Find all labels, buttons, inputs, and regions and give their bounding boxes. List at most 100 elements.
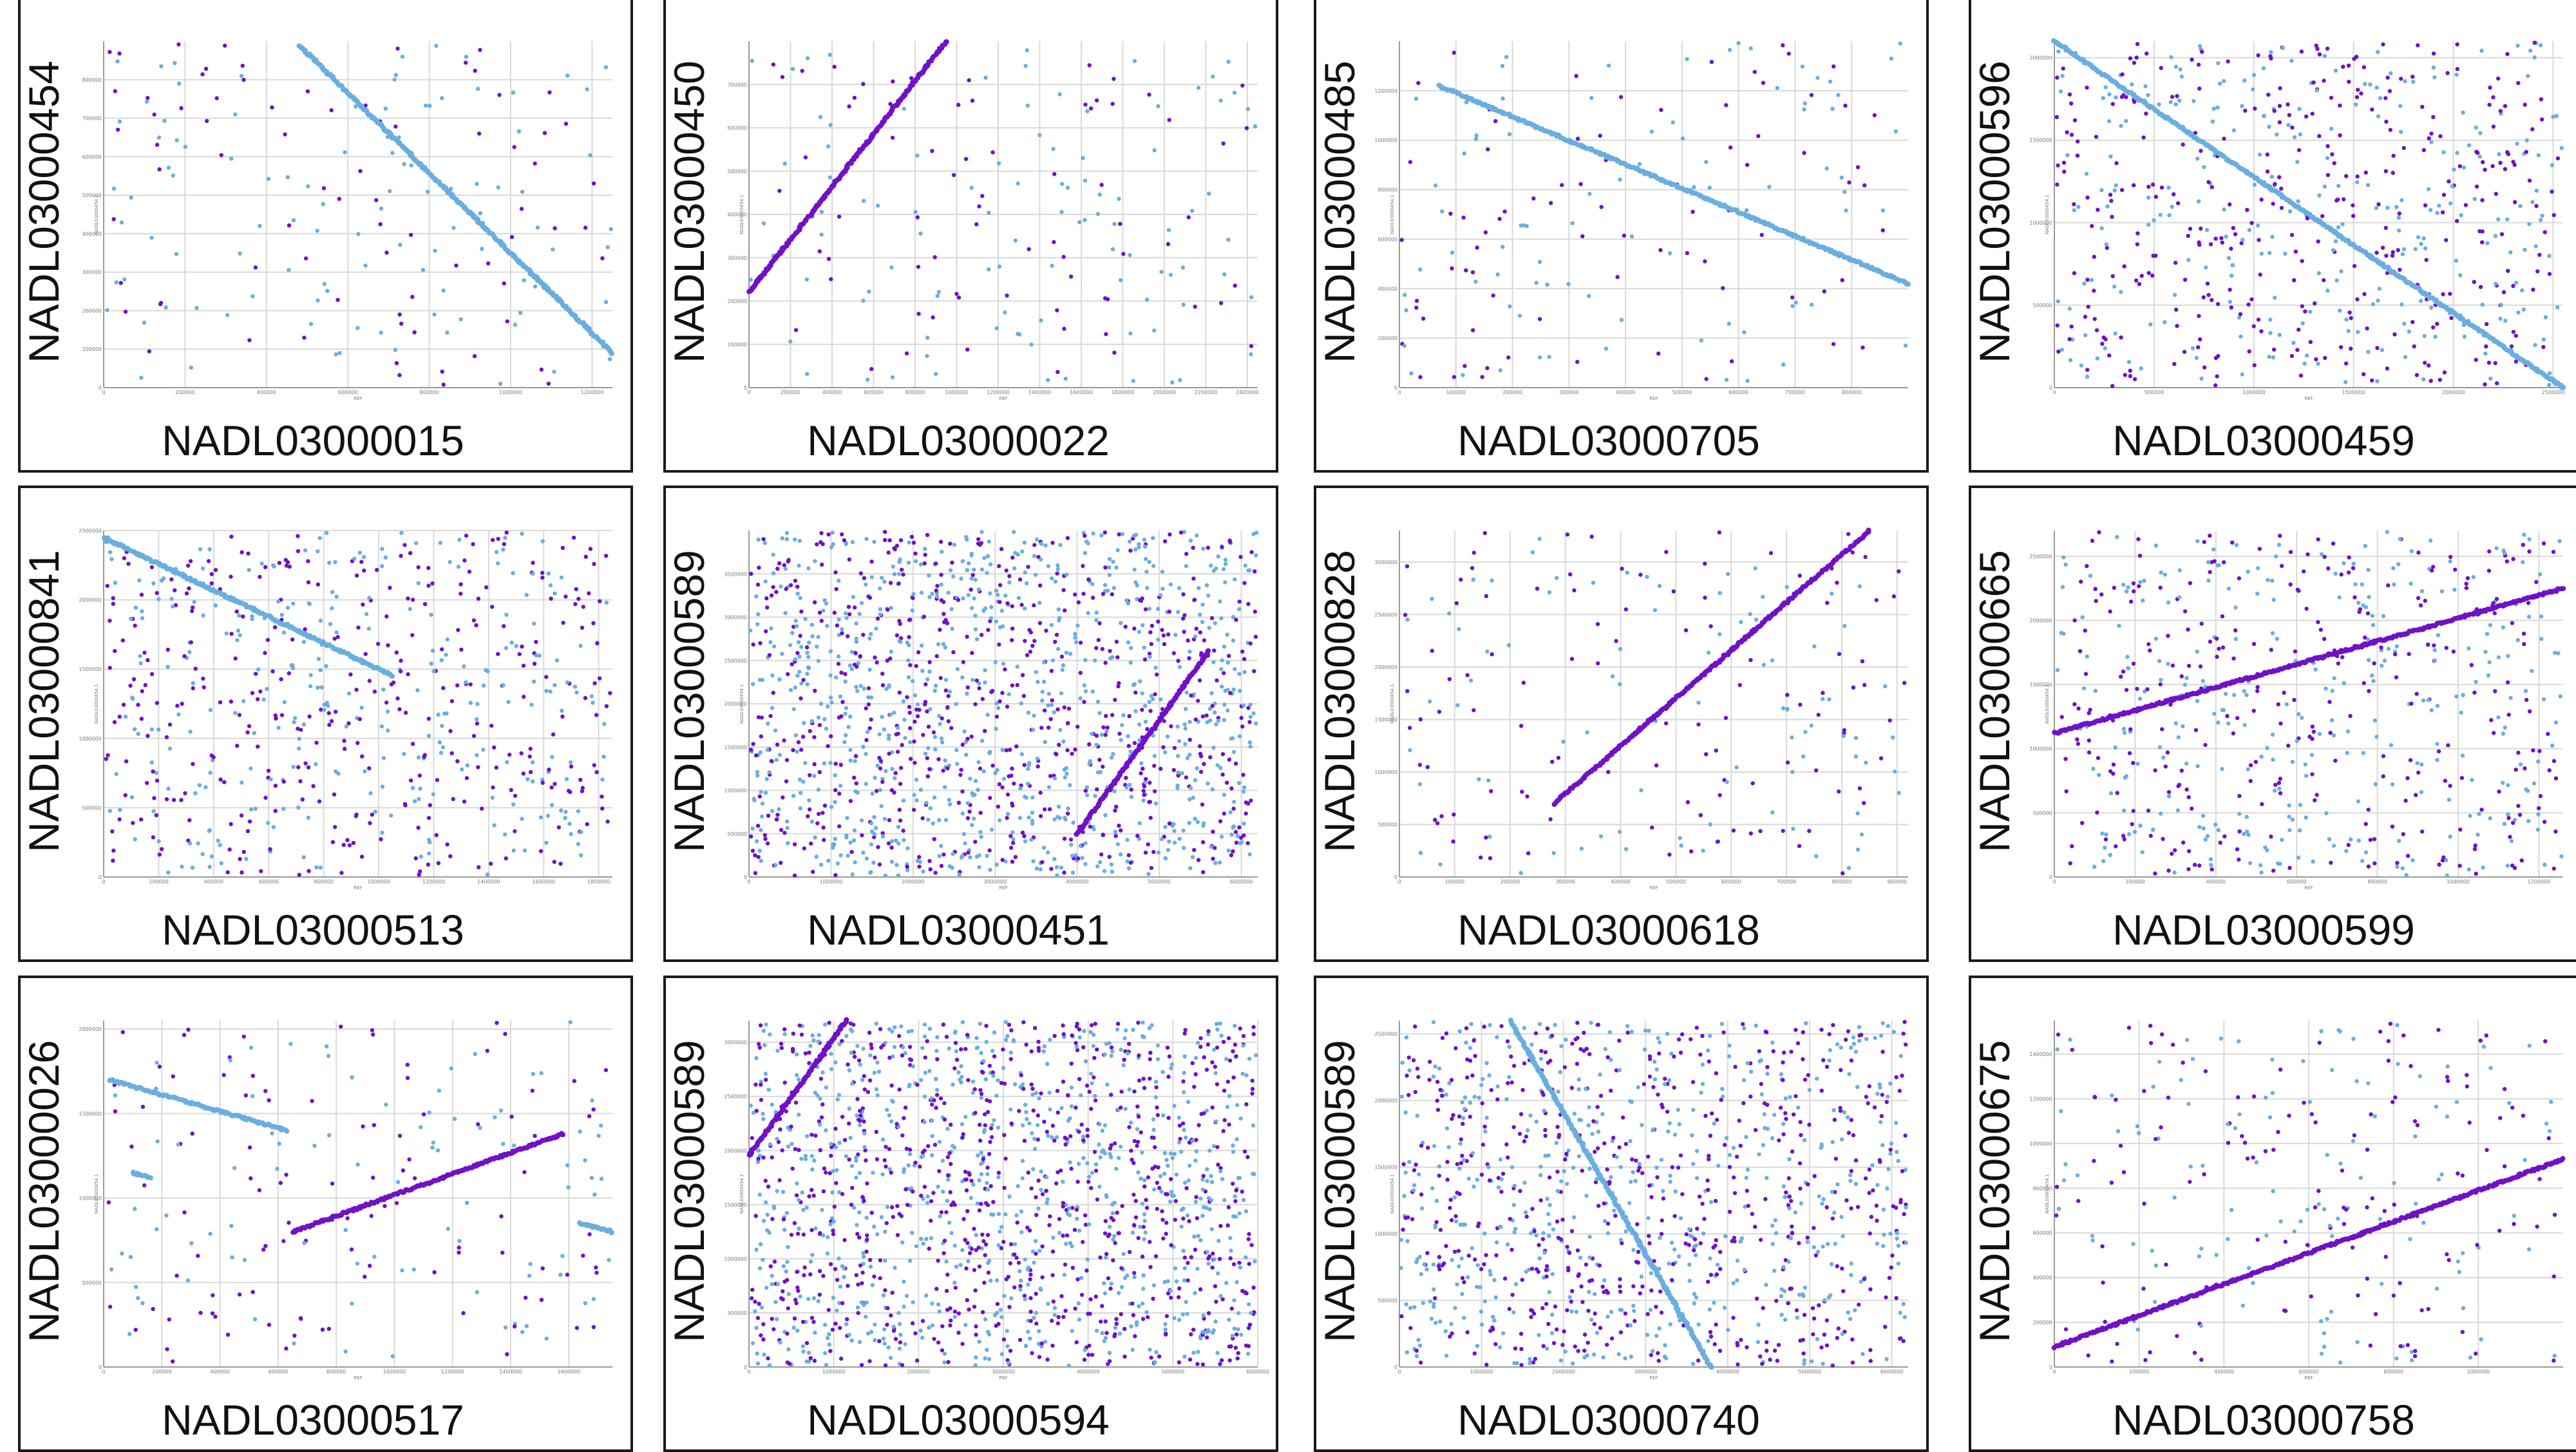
x-tick-label: 1600000 <box>1070 390 1093 395</box>
match-point <box>964 753 968 757</box>
match-point <box>2431 325 2435 329</box>
match-point <box>983 668 987 672</box>
match-point <box>2085 86 2088 90</box>
match-point <box>202 685 205 689</box>
match-point <box>159 64 163 68</box>
match-point <box>1139 761 1143 765</box>
match-point <box>902 699 905 703</box>
match-point <box>1201 870 1205 874</box>
match-point <box>1607 64 1611 68</box>
match-point <box>927 574 931 578</box>
match-point <box>431 792 435 796</box>
match-point <box>2299 373 2303 377</box>
match-point <box>1531 196 1535 200</box>
match-point <box>406 672 410 676</box>
match-point <box>838 695 842 699</box>
match-point <box>940 737 943 740</box>
match-point <box>418 773 422 777</box>
match-point <box>2252 73 2256 77</box>
match-point <box>1090 732 1094 736</box>
match-point <box>960 789 964 793</box>
match-point <box>1242 789 1245 793</box>
match-point <box>1163 540 1167 543</box>
match-point <box>1143 545 1147 549</box>
match-point <box>1159 767 1162 771</box>
match-point <box>2427 137 2431 140</box>
match-point <box>384 250 388 254</box>
y-axis-sequence-label: NADL03000596 <box>1970 61 2019 363</box>
match-point <box>916 650 920 654</box>
match-point <box>242 78 245 82</box>
match-point <box>916 312 920 316</box>
match-point <box>417 755 421 759</box>
match-point <box>921 816 925 820</box>
match-point <box>844 706 848 710</box>
match-point <box>1115 639 1119 643</box>
match-point <box>813 689 817 693</box>
match-point <box>435 778 439 782</box>
match-point <box>150 672 154 676</box>
match-point <box>2268 331 2272 335</box>
match-point <box>996 805 1000 809</box>
y-tick-label: 600000 <box>82 154 102 160</box>
match-point <box>426 583 430 587</box>
x-axis-sequence-label: NADL03000513 <box>162 905 464 954</box>
match-point <box>1112 222 1116 226</box>
match-point <box>1152 328 1156 332</box>
match-point <box>866 730 869 733</box>
match-point <box>843 672 847 676</box>
x-tick-label: 400000 <box>1616 390 1636 395</box>
match-point <box>979 835 983 839</box>
match-point <box>1229 833 1233 836</box>
match-point <box>600 795 603 798</box>
match-point <box>1227 758 1231 762</box>
match-point <box>162 576 166 580</box>
match-point <box>1881 229 1885 232</box>
match-point <box>2515 142 2519 146</box>
match-point <box>240 871 243 874</box>
match-point <box>1148 630 1152 634</box>
match-point <box>427 717 431 721</box>
match-point <box>806 815 810 818</box>
match-point <box>476 765 480 769</box>
match-point <box>1124 598 1128 602</box>
match-point <box>804 155 808 159</box>
match-point <box>1894 129 1898 133</box>
match-point <box>954 702 958 706</box>
match-point <box>1188 866 1192 870</box>
match-point <box>1226 60 1230 64</box>
match-point <box>985 571 989 575</box>
match-point <box>133 837 137 841</box>
match-point <box>1448 212 1452 216</box>
match-point <box>317 799 321 803</box>
match-point <box>948 542 952 545</box>
match-point <box>2175 324 2179 328</box>
match-point <box>873 655 876 659</box>
match-point <box>1133 59 1137 63</box>
match-point <box>2359 91 2363 95</box>
match-point <box>1234 830 1238 834</box>
match-point <box>1039 558 1043 561</box>
match-point <box>1223 689 1227 693</box>
match-point <box>1066 811 1070 815</box>
match-point <box>413 799 417 803</box>
match-point <box>2132 184 2136 187</box>
match-point <box>1728 48 1732 52</box>
match-point <box>2316 362 2320 366</box>
match-point <box>2391 250 2395 254</box>
match-point <box>923 552 927 556</box>
match-point <box>2221 241 2224 245</box>
match-point <box>2136 231 2139 235</box>
match-point <box>1538 317 1542 321</box>
match-point <box>1403 293 1406 297</box>
match-point <box>1124 786 1128 789</box>
match-point <box>1815 76 1819 80</box>
x-tick-label: 1400000 <box>1028 390 1052 395</box>
match-point <box>307 816 310 820</box>
match-point <box>1170 381 1174 384</box>
match-point <box>1254 635 1258 639</box>
match-point <box>1217 719 1220 722</box>
match-point <box>1055 572 1059 576</box>
match-point <box>1108 855 1112 859</box>
y-tick-label: 1000000 <box>724 788 747 794</box>
